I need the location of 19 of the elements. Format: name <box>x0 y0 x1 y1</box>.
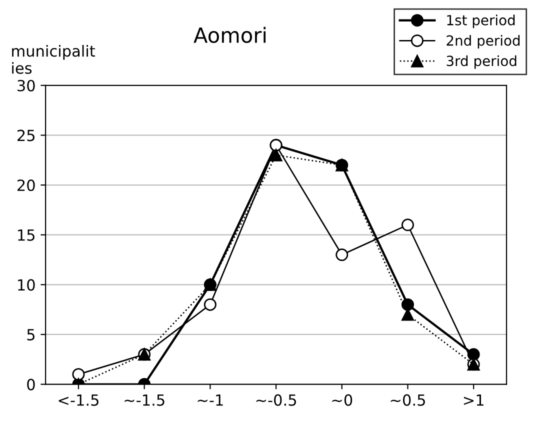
y-tick-label: 5 <box>27 329 35 341</box>
legend-label: 2nd period <box>446 35 520 48</box>
x-tick-label: ~-1 <box>198 394 223 406</box>
y-tick-label: 15 <box>18 230 35 241</box>
legend-label: 3rd period <box>446 55 516 69</box>
y-tick-label: 0 <box>27 378 35 390</box>
y-tick-label: 30 <box>18 80 35 92</box>
x-tick-label: ~-1.5 <box>124 394 164 406</box>
legend-label: 1st period <box>447 14 515 28</box>
y-tick-label: 20 <box>18 180 35 192</box>
y-tick-label: 25 <box>18 130 35 142</box>
y-axis-title: municipalit ies <box>12 44 96 74</box>
chart-title: Aomori <box>194 26 266 43</box>
x-tick-label: >1 <box>464 394 484 406</box>
y-tick-label: 10 <box>18 279 35 291</box>
x-tick-label: ~-0.5 <box>256 394 296 406</box>
x-tick-label: <-1.5 <box>58 394 98 406</box>
x-tick-label: ~0 <box>332 394 352 406</box>
x-tick-label: ~0.5 <box>390 394 425 406</box>
